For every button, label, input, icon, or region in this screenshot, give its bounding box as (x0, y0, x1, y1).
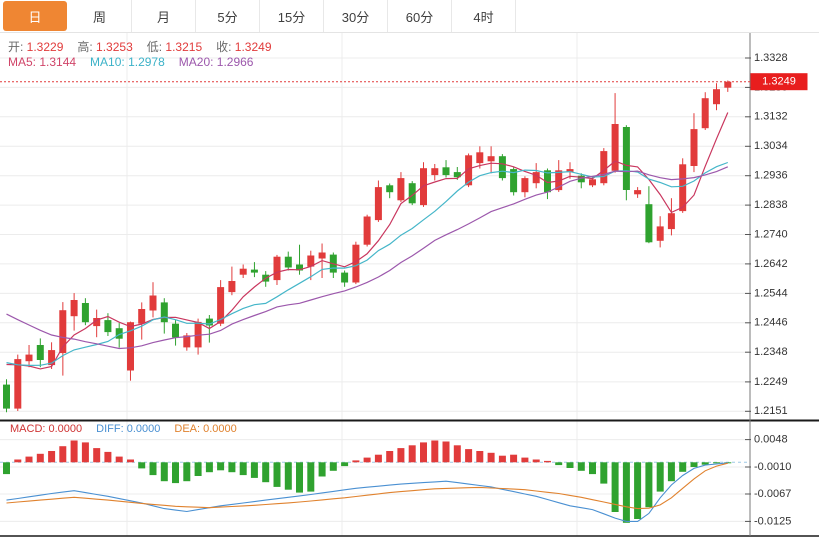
ma-label: MA10: (90, 55, 129, 69)
svg-text:-0.0010: -0.0010 (754, 461, 791, 473)
ma-value: 1.2966 (216, 55, 254, 69)
svg-text:1.2446: 1.2446 (754, 317, 788, 329)
macd-item-1: DIFF: 0.0000 (96, 423, 160, 435)
svg-text:0.0048: 0.0048 (754, 434, 788, 446)
svg-text:1.3328: 1.3328 (754, 52, 788, 64)
ohlc-value: 1.3215 (165, 40, 203, 54)
tab-月[interactable]: 月 (132, 0, 196, 32)
ohlc-label: 开: (8, 40, 27, 54)
tab-60分[interactable]: 60分 (388, 0, 452, 32)
macd-value: 0.0000 (203, 423, 237, 435)
svg-text:1.2838: 1.2838 (754, 199, 788, 211)
svg-text:-0.0125: -0.0125 (754, 515, 791, 527)
svg-text:-0.0067: -0.0067 (754, 488, 791, 500)
ma-item-1: MA10: 1.2978 (90, 55, 165, 69)
ohlc-value: 1.3249 (234, 40, 272, 54)
svg-text:1.2544: 1.2544 (754, 287, 788, 299)
svg-text:1.2936: 1.2936 (754, 170, 788, 182)
ma-label: MA5: (8, 55, 40, 69)
tab-bar: 日周月 5分 15分 30分 60分 4时 (0, 0, 819, 33)
ohlc-label: 高: (77, 40, 97, 54)
svg-text:1.3034: 1.3034 (754, 140, 788, 152)
svg-text:1.2151: 1.2151 (754, 405, 788, 417)
tab-15分[interactable]: 15分 (260, 0, 324, 32)
ohlc-item-2: 低: 1.3215 (147, 40, 202, 54)
ohlc-legend: 开: 1.3229 高: 1.3253 低: 1.3215 收: 1.3249 (8, 38, 286, 55)
tab-周[interactable]: 周 (68, 0, 132, 32)
svg-text:1.3249: 1.3249 (762, 76, 796, 88)
tab-5分[interactable]: 5分 (196, 0, 260, 32)
svg-text:1.2348: 1.2348 (754, 346, 788, 358)
ma-label: MA20: (178, 55, 217, 69)
ma-item-2: MA20: 1.2966 (179, 55, 254, 69)
ohlc-label: 低: (146, 40, 166, 54)
svg-text:1.3132: 1.3132 (754, 111, 788, 123)
macd-label: MACD: (10, 423, 49, 435)
macd-item-0: MACD: 0.0000 (10, 423, 82, 435)
svg-text:1.2642: 1.2642 (754, 258, 788, 270)
ma-value: 1.3144 (39, 55, 77, 69)
ohlc-label: 收: (216, 40, 235, 54)
macd-label: DIFF: (96, 423, 127, 435)
ohlc-item-3: 收: 1.3249 (216, 40, 271, 54)
ma-value: 1.2978 (128, 55, 165, 69)
ohlc-value: 1.3253 (96, 40, 133, 54)
macd-legend: MACD: 0.0000 DIFF: 0.0000 DEA: 0.0000 (10, 423, 251, 435)
ohlc-item-1: 高: 1.3253 (77, 40, 132, 54)
macd-value: 0.0000 (48, 423, 83, 435)
macd-item-2: DEA: 0.0000 (174, 423, 236, 435)
svg-text:1.2740: 1.2740 (754, 228, 788, 240)
tab-4时[interactable]: 4时 (452, 0, 516, 32)
ma-item-0: MA5: 1.3144 (8, 55, 76, 69)
ohlc-item-0: 开: 1.3229 (8, 40, 63, 54)
macd-value: 0.0000 (126, 423, 161, 435)
ohlc-value: 1.3229 (26, 40, 64, 54)
tab-30分[interactable]: 30分 (324, 0, 388, 32)
macd-label: DEA: (174, 423, 204, 435)
svg-text:1.2249: 1.2249 (754, 376, 788, 388)
ma-legend: MA5: 1.3144 MA10: 1.2978 MA20: 1.2966 (8, 55, 267, 69)
tab-日[interactable]: 日 (3, 1, 67, 31)
